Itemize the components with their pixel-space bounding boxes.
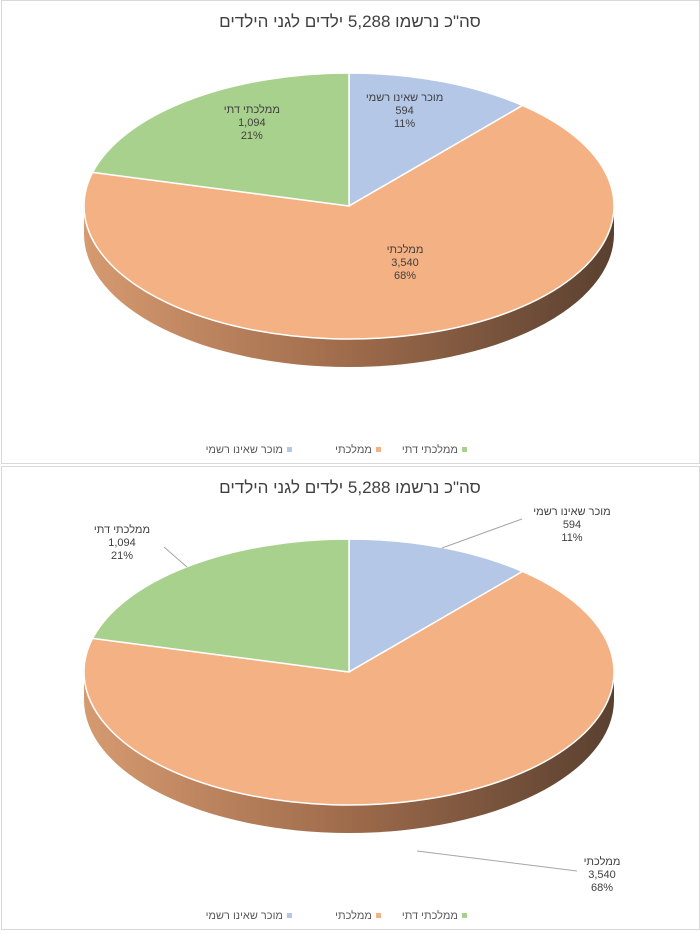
pie-chart-2: סה"כ נרשמו 5,288 ילדים לגני הילדים מוכר ש… (83, 478, 621, 922)
data-label-name-0: מוכר שאינו רשמי (533, 506, 610, 518)
chart-panel-2[interactable]: סה"כ נרשמו 5,288 ילדים לגני הילדים מוכר ש… (1, 466, 700, 930)
data-label-value-0: 594 (563, 519, 581, 531)
legend-marker-1 (376, 913, 381, 918)
pie-slice-1 (83, 570, 615, 806)
legend-label-0: מוכר שאינו רשמי (206, 444, 283, 456)
pie-chart-1: סה"כ נרשמו 5,288 ילדים לגני הילדים מוכר ש… (83, 12, 615, 456)
data-label-percent-0: 11% (561, 532, 582, 544)
pie-slice-0 (348, 538, 525, 674)
data-label-value-1: 3,540 (391, 257, 419, 269)
legend-marker-2 (462, 447, 467, 452)
data-label-value-0: 594 (395, 105, 413, 117)
data-label-name-0: מוכר שאינו רשמי (366, 92, 443, 104)
legend-marker-1 (376, 447, 381, 452)
pie-slice-2 (91, 72, 350, 207)
legend-label-2: ממלכתי דתי (402, 909, 458, 922)
leader-line-0 (441, 518, 523, 549)
data-label-percent-2: 21% (111, 550, 133, 562)
data-label-name-2: ממלכתי דתי (224, 103, 280, 116)
pie-slice-1 (83, 104, 615, 340)
legend-marker-2 (462, 913, 467, 918)
data-label-percent-1: 68% (591, 882, 613, 894)
chart-panel-1[interactable]: סה"כ נרשמו 5,288 ילדים לגני הילדים מוכר ש… (1, 0, 700, 464)
data-label-value-1: 3,540 (588, 869, 616, 881)
legend-label-0: מוכר שאינו רשמי (206, 910, 283, 922)
pie-side (84, 672, 614, 833)
chart-title: סה"כ נרשמו 5,288 ילדים לגני הילדים (219, 478, 481, 497)
data-label-percent-0: 11% (394, 118, 415, 130)
legend-marker-0 (287, 447, 292, 452)
leader-line-2 (163, 546, 188, 568)
data-label-percent-2: 21% (241, 130, 263, 142)
legend-marker-0 (287, 913, 292, 918)
legend-label-1: ממלכתי (335, 909, 372, 922)
pie-slice-0 (348, 72, 525, 208)
data-label-percent-1: 68% (394, 270, 416, 282)
data-label-value-2: 1,094 (238, 117, 266, 129)
data-label-name-1: ממלכתי (584, 855, 621, 868)
legend-label-1: ממלכתי (335, 443, 372, 456)
leader-line-1 (416, 850, 578, 872)
legend-label-2: ממלכתי דתי (402, 443, 458, 456)
data-label-name-2: ממלכתי דתי (94, 523, 150, 536)
data-label-name-1: ממלכתי (387, 243, 424, 256)
data-label-value-2: 1,094 (108, 537, 136, 549)
chart-title: סה"כ נרשמו 5,288 ילדים לגני הילדים (219, 12, 481, 31)
pie-side (84, 206, 614, 367)
